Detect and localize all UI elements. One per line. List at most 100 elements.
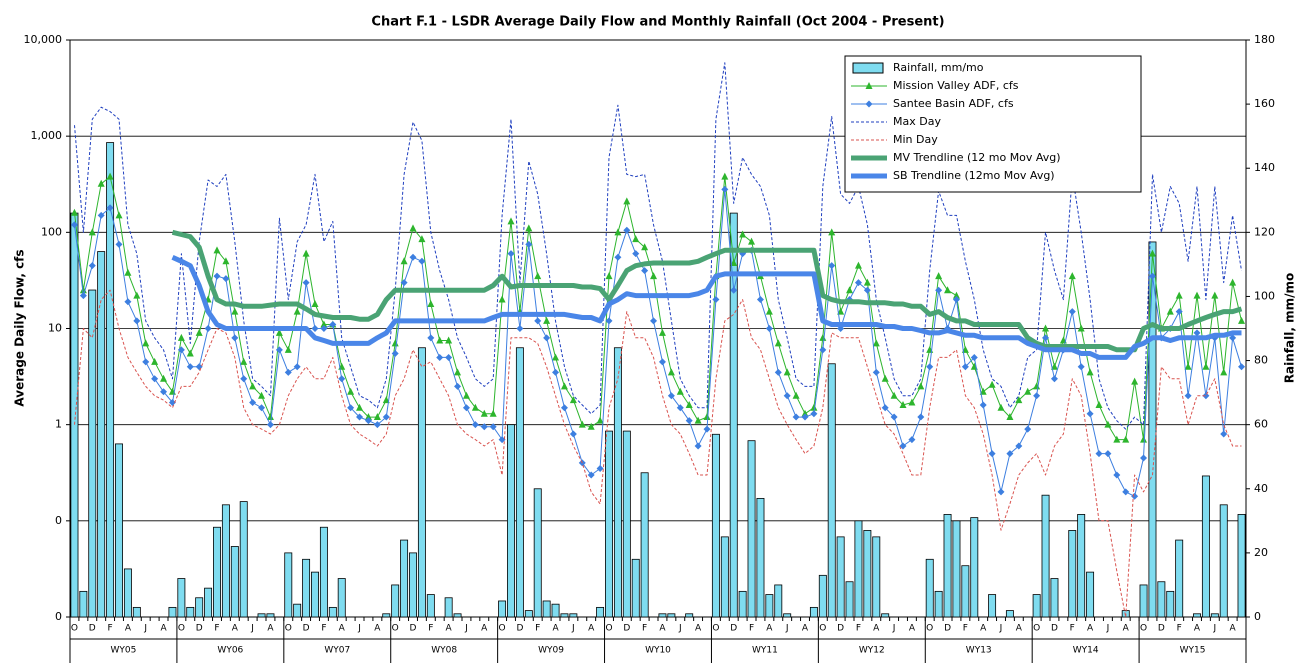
bar [569, 613, 578, 618]
marker [1104, 420, 1112, 428]
marker [765, 325, 773, 332]
bar [658, 613, 667, 618]
marker [1193, 291, 1201, 299]
marker [792, 413, 800, 421]
marker [204, 325, 212, 332]
marker [552, 353, 560, 361]
marker [1238, 363, 1246, 371]
marker [275, 346, 283, 354]
x-tick-label: F [535, 624, 540, 634]
bar [1050, 578, 1059, 618]
bar [168, 606, 177, 618]
x-tick-label: J [571, 624, 575, 634]
marker [552, 368, 560, 376]
marker [293, 363, 301, 371]
marker [1015, 442, 1023, 450]
bar [551, 603, 560, 618]
marker [801, 413, 809, 421]
y-tick-label: 0 [55, 610, 62, 623]
x-tick-label: O [499, 624, 506, 634]
marker [70, 208, 78, 216]
marker [106, 204, 114, 212]
x-tick-label: J [892, 624, 896, 634]
marker [810, 403, 818, 411]
x-tick-label: D [1051, 624, 1058, 634]
marker [454, 368, 462, 376]
marker [222, 257, 230, 265]
marker [1211, 291, 1219, 299]
marker [961, 363, 969, 371]
marker [516, 325, 524, 332]
x-tick-label: J [1212, 624, 1216, 634]
marker [917, 413, 925, 421]
bar [177, 578, 186, 618]
bar [204, 587, 213, 618]
marker [418, 235, 426, 243]
marker [284, 368, 292, 376]
bar [391, 584, 400, 618]
marker [186, 349, 194, 357]
marker [854, 279, 862, 287]
marker [899, 442, 907, 450]
bar [79, 590, 88, 618]
x-tick-label: A [909, 624, 916, 634]
marker [1113, 471, 1121, 479]
series-line [171, 255, 1242, 360]
bar [970, 517, 979, 618]
bar [943, 514, 952, 618]
marker [400, 257, 408, 265]
x-tick-label: D [623, 624, 630, 634]
marker [364, 417, 372, 425]
marker [587, 422, 595, 430]
bar [1032, 594, 1041, 618]
x-tick-label: O [819, 624, 826, 634]
bar [961, 565, 970, 618]
marker [1175, 308, 1183, 316]
bar [186, 606, 195, 618]
marker [534, 317, 542, 325]
marker [436, 353, 444, 361]
marker [195, 328, 203, 336]
marker [890, 413, 898, 421]
marker [418, 257, 426, 265]
x-tick-label: O [926, 624, 933, 634]
marker [168, 399, 176, 407]
marker [489, 423, 497, 431]
marker [881, 374, 889, 382]
bar [195, 597, 204, 618]
x-tick-label: F [642, 624, 647, 634]
marker [952, 296, 960, 304]
marker [1077, 324, 1085, 332]
x-tick-label: A [766, 624, 773, 634]
marker [854, 261, 862, 269]
marker [721, 172, 729, 180]
bar [1077, 514, 1086, 618]
marker [1229, 278, 1237, 286]
marker [676, 387, 684, 395]
marker [543, 334, 551, 342]
bar [453, 613, 462, 618]
bar [1041, 494, 1050, 618]
marker [1086, 368, 1094, 376]
marker [899, 401, 907, 409]
marker [658, 358, 666, 366]
marker [400, 279, 408, 287]
y2-tick-label: 180 [1254, 33, 1275, 46]
marker [489, 409, 497, 417]
marker [347, 387, 355, 395]
marker [997, 403, 1005, 411]
marker [1148, 272, 1156, 280]
marker [1193, 329, 1201, 337]
marker [115, 240, 123, 248]
marker [872, 339, 880, 347]
marker [97, 179, 105, 187]
group-label: WY08 [431, 646, 457, 656]
x-tick-label: F [107, 624, 112, 634]
bar [738, 590, 747, 618]
bar [1219, 504, 1228, 618]
marker [1184, 362, 1192, 370]
marker [142, 358, 150, 366]
marker [525, 240, 533, 248]
x-tick-label: D [837, 624, 844, 634]
bar [257, 613, 266, 618]
